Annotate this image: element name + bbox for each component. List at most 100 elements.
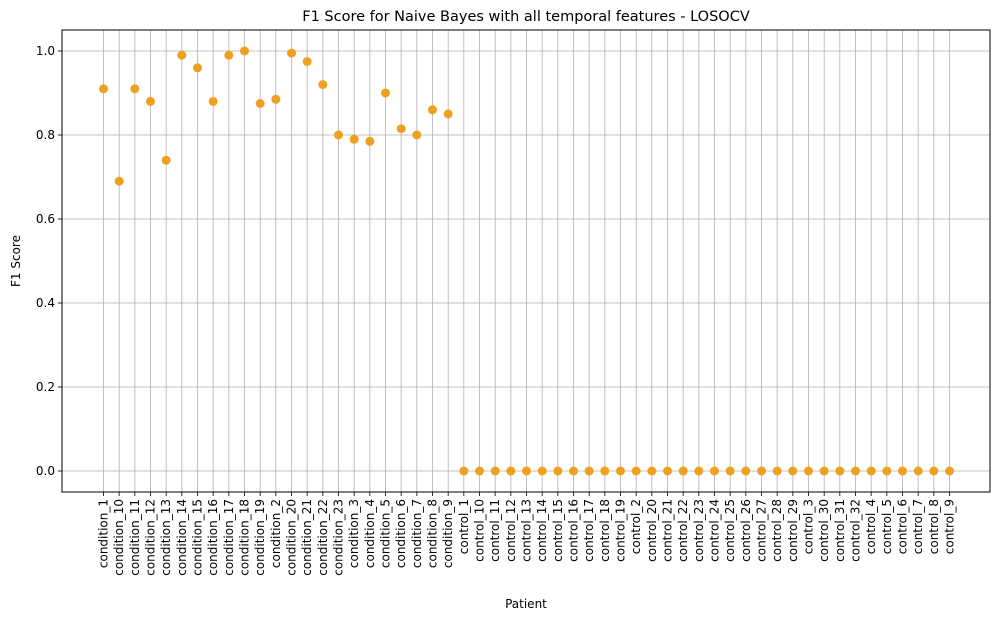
y-tick-label: 1.0 — [36, 44, 55, 58]
x-tick-label: control_23 — [692, 499, 706, 562]
data-point — [647, 466, 657, 476]
x-tick-label: condition_17 — [222, 499, 236, 576]
x-tick-label: control_18 — [598, 499, 612, 562]
x-tick-label: condition_5 — [379, 499, 393, 568]
data-point — [569, 466, 578, 476]
data-point — [475, 466, 484, 476]
data-point — [835, 466, 845, 476]
data-point — [866, 466, 876, 476]
data-point — [804, 466, 813, 476]
data-point — [114, 176, 124, 186]
x-tick-label: control_29 — [786, 499, 800, 562]
data-point — [271, 94, 281, 104]
x-axis-ticks: condition_1 condition_10 condition_11 condi… — [97, 492, 957, 576]
x-tick-label: control_28 — [770, 499, 784, 562]
y-axis-title: F1 Score — [9, 235, 23, 287]
data-point — [208, 96, 218, 106]
data-point — [99, 84, 108, 94]
data-point — [929, 466, 939, 476]
data-point — [898, 466, 907, 476]
data-point — [882, 466, 892, 476]
data-point — [663, 466, 672, 476]
data-point — [537, 466, 547, 476]
data-point — [522, 466, 531, 476]
x-tick-label: condition_6 — [394, 499, 408, 568]
data-point — [506, 466, 516, 476]
x-tick-label: condition_11 — [128, 499, 142, 576]
plot-frame — [61, 29, 991, 493]
x-tick-label: condition_23 — [332, 499, 346, 576]
x-tick-label: control_31 — [833, 499, 847, 562]
data-point — [334, 130, 343, 140]
data-point — [584, 466, 594, 476]
data-point — [146, 96, 155, 106]
x-tick-label: condition_13 — [159, 499, 173, 576]
x-tick-label: control_24 — [708, 499, 722, 562]
x-tick-label: control_27 — [755, 499, 769, 562]
x-tick-label: control_20 — [645, 499, 659, 562]
x-tick-label: control_16 — [567, 499, 581, 562]
data-point — [130, 84, 140, 94]
x-tick-label: control_11 — [488, 499, 502, 562]
x-tick-label: control_17 — [582, 499, 596, 562]
data-point — [459, 466, 469, 476]
x-tick-label: control_7 — [911, 499, 925, 554]
data-point — [741, 466, 751, 476]
x-tick-label: control_8 — [927, 499, 941, 554]
y-tick-label: 0.6 — [36, 212, 55, 226]
data-point — [678, 466, 688, 476]
x-tick-label: condition_16 — [206, 499, 220, 576]
data-point — [725, 466, 735, 476]
x-tick-label: control_13 — [520, 499, 534, 562]
data-points — [99, 46, 954, 476]
y-tick-label: 0.4 — [36, 296, 55, 310]
data-point — [193, 63, 202, 73]
y-tick-label: 0.8 — [36, 128, 55, 142]
x-axis-title: Patient — [505, 597, 547, 611]
x-tick-label: control_26 — [739, 499, 753, 562]
data-point — [913, 466, 923, 476]
x-tick-label: control_22 — [676, 499, 690, 562]
x-tick-label: control_1 — [457, 499, 471, 554]
data-point — [161, 155, 171, 165]
data-point — [553, 466, 563, 476]
y-tick-label: 0.2 — [36, 380, 55, 394]
x-tick-label: condition_10 — [112, 499, 126, 576]
data-point — [224, 50, 234, 60]
data-point — [349, 134, 359, 144]
x-tick-label: control_30 — [817, 499, 831, 562]
x-tick-label: condition_19 — [253, 499, 267, 576]
x-tick-label: condition_2 — [269, 499, 283, 568]
data-point — [772, 466, 782, 476]
y-axis-ticks: 0.0 0.2 0.4 0.6 0.8 1.0 — [36, 44, 62, 478]
x-tick-label: control_6 — [896, 499, 910, 554]
data-point — [177, 50, 187, 60]
x-tick-label: condition_14 — [175, 499, 189, 576]
x-tick-label: condition_12 — [144, 499, 158, 576]
data-point — [287, 48, 296, 58]
data-point — [396, 124, 406, 134]
x-tick-label: condition_22 — [316, 499, 330, 576]
x-tick-label: condition_20 — [285, 499, 299, 576]
x-tick-label: control_5 — [880, 499, 894, 554]
x-tick-label: control_21 — [661, 499, 675, 562]
data-point — [710, 466, 719, 476]
x-tick-label: control_2 — [629, 499, 643, 554]
x-tick-label: control_9 — [943, 499, 957, 554]
x-tick-label: control_15 — [551, 499, 565, 562]
data-point — [412, 130, 422, 140]
x-tick-label: condition_18 — [238, 499, 252, 576]
x-tick-label: control_32 — [849, 499, 863, 562]
data-point — [631, 466, 641, 476]
data-point — [318, 80, 328, 90]
x-tick-label: condition_7 — [410, 499, 424, 568]
x-tick-label: condition_3 — [347, 499, 361, 568]
x-tick-label: condition_8 — [426, 499, 440, 568]
x-tick-label: control_14 — [535, 499, 549, 562]
data-point — [945, 466, 954, 476]
x-tick-label: condition_15 — [191, 499, 205, 576]
x-tick-label: condition_1 — [97, 499, 111, 568]
y-tick-label: 0.0 — [36, 464, 55, 478]
x-tick-label: condition_21 — [300, 499, 314, 576]
